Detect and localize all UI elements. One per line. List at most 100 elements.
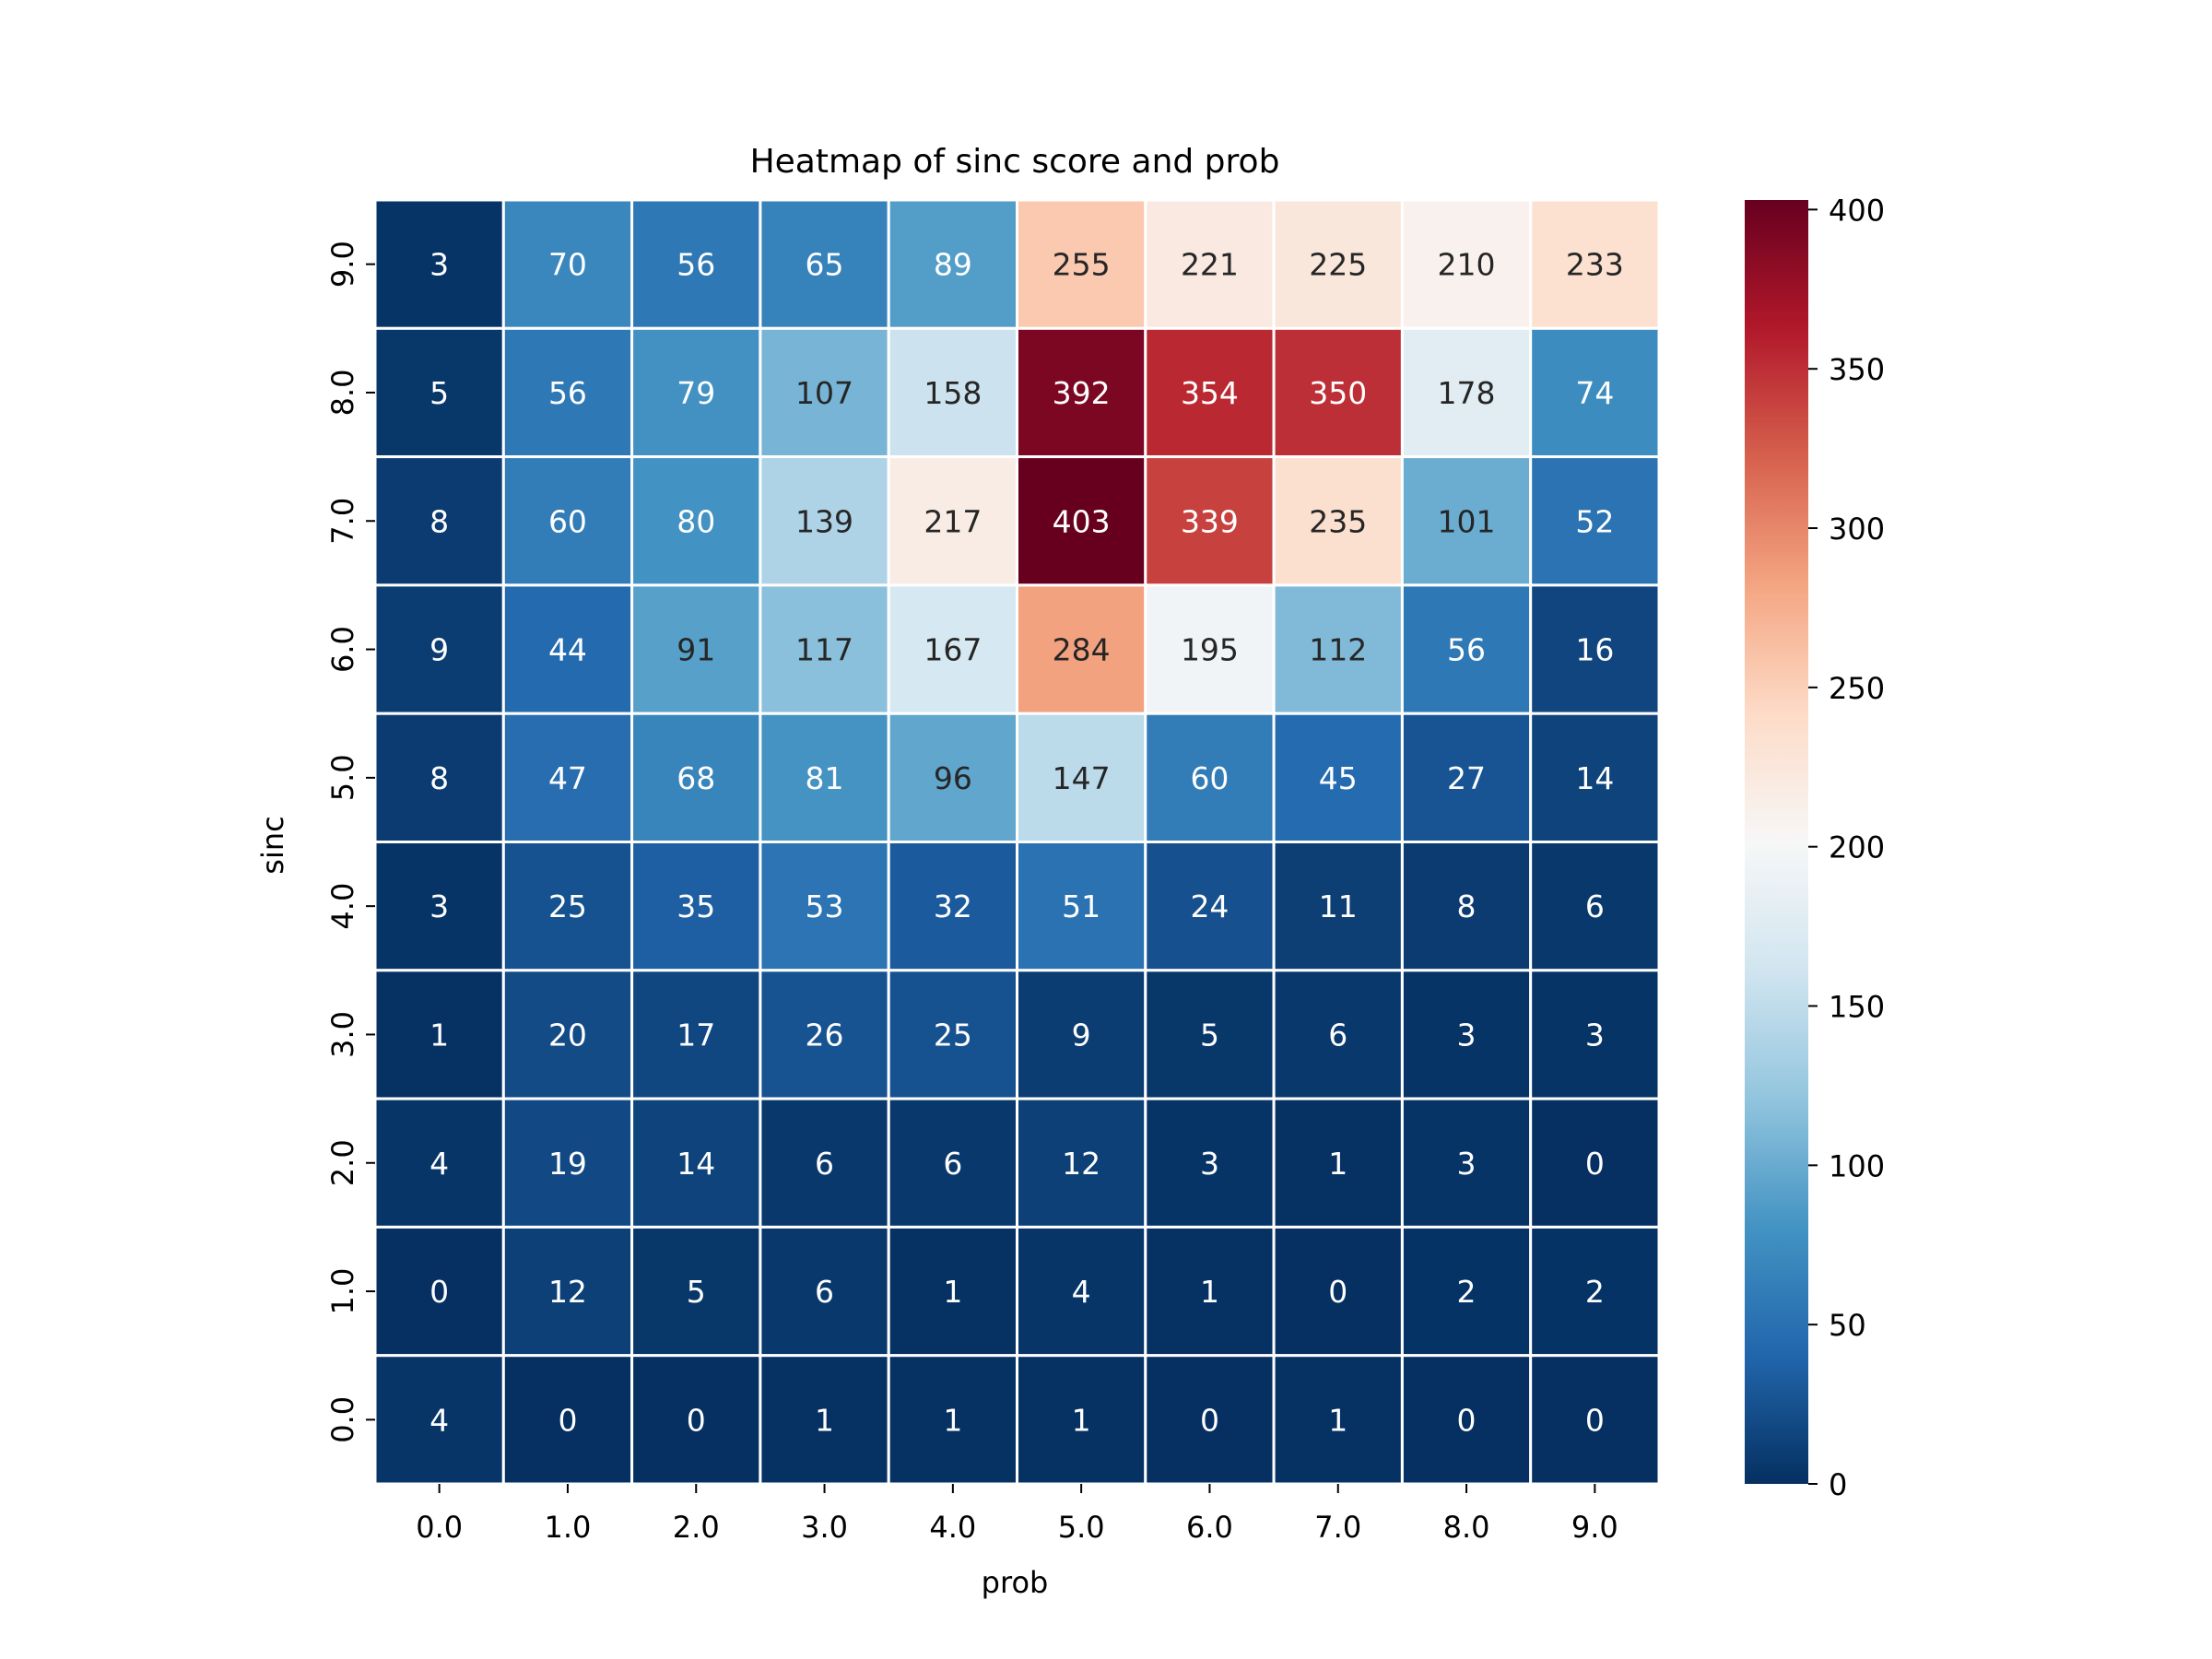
y-tick-label: 3.0 [325, 1011, 360, 1058]
cell-value-label: 5 [687, 1274, 706, 1310]
x-axis: 0.0 1.0 2.0 3.0 4.0 5.0 6.0 7.0 8.0 9.0 [416, 1484, 1618, 1545]
heatmap-cell [1400, 583, 1533, 715]
cell-value-label: 45 [1319, 760, 1358, 796]
cell-value-label: 51 [1062, 888, 1100, 924]
colorbar: 0 50 100 150 200 250 300 350 400 [1745, 193, 1885, 1502]
y-tick-label: 1.0 [325, 1268, 360, 1315]
cell-value-label: 44 [548, 632, 587, 668]
cell-value-label: 0 [1457, 1402, 1477, 1438]
cell-value-label: 3 [429, 888, 449, 924]
heatmap-cell [630, 841, 762, 972]
cell-value-label: 74 [1575, 375, 1614, 411]
cell-value-label: 392 [1053, 375, 1111, 411]
cell-value-label: 89 [934, 247, 972, 283]
cell-value-label: 8 [429, 503, 449, 539]
heatmap-cell [373, 1354, 505, 1486]
cell-value-label: 195 [1181, 632, 1239, 668]
cell-value-label: 117 [795, 632, 853, 668]
cell-value-label: 255 [1053, 247, 1111, 283]
y-tick-label: 4.0 [325, 883, 360, 930]
heatmap-cell [1529, 1225, 1661, 1358]
heatmap-cell [759, 841, 890, 972]
cell-value-label: 0 [687, 1402, 706, 1438]
cell-value-label: 96 [934, 760, 972, 796]
heatmap-cell [759, 326, 890, 459]
cell-value-label: 233 [1566, 247, 1624, 283]
heatmap-cell [1016, 841, 1147, 972]
y-axis: 9.0 8.0 7.0 6.0 5.0 4.0 3.0 2.0 1.0 0.0 [325, 241, 375, 1443]
heatmap-cell [1529, 712, 1661, 844]
heatmap-cell [1016, 583, 1147, 715]
cell-value-label: 5 [1200, 1017, 1219, 1053]
cell-value-label: 12 [548, 1274, 587, 1310]
heatmap-cell [1144, 712, 1276, 844]
y-tick-label: 8.0 [325, 370, 360, 417]
heatmap-cell [501, 1225, 634, 1358]
x-tick-label: 8.0 [1443, 1510, 1490, 1545]
cell-value-label: 403 [1053, 503, 1111, 539]
cell-value-label: 1 [815, 1402, 834, 1438]
heatmap-cell [1529, 1097, 1661, 1229]
cell-value-label: 4 [429, 1146, 449, 1182]
cell-value-label: 147 [1053, 760, 1111, 796]
cell-value-label: 6 [1585, 888, 1605, 924]
y-tick-label: 2.0 [325, 1139, 360, 1186]
colorbar-gradient [1745, 200, 1808, 1484]
cell-value-label: 235 [1309, 503, 1367, 539]
cell-value-label: 24 [1190, 888, 1229, 924]
cell-value-label: 1 [943, 1274, 962, 1310]
heatmap-cell [373, 198, 505, 330]
cell-value-label: 3 [1457, 1146, 1477, 1182]
heatmap-cell [1400, 841, 1533, 972]
cell-value-label: 1 [943, 1402, 962, 1438]
cell-value-label: 167 [924, 632, 982, 668]
heatmap-cell [501, 712, 634, 844]
heatmap-cell [1529, 326, 1661, 459]
colorbar-tick-label: 200 [1829, 830, 1885, 865]
cell-value-label: 16 [1575, 632, 1614, 668]
heatmap-cell [501, 326, 634, 459]
cell-value-label: 1 [1200, 1274, 1219, 1310]
cell-value-label: 225 [1309, 247, 1367, 283]
cell-value-label: 5 [429, 375, 449, 411]
y-axis-label: sinc [255, 816, 290, 874]
cell-value-label: 91 [677, 632, 715, 668]
heatmap-cell [1529, 583, 1661, 715]
cell-value-label: 107 [795, 375, 853, 411]
chart-title: Heatmap of sinc score and prob [750, 143, 1280, 181]
y-tick-label: 7.0 [325, 498, 360, 545]
cell-value-label: 2 [1457, 1274, 1477, 1310]
cell-value-label: 1 [1328, 1402, 1347, 1438]
x-tick-label: 5.0 [1058, 1510, 1105, 1545]
cell-value-label: 0 [429, 1274, 449, 1310]
cell-value-label: 47 [548, 760, 587, 796]
heatmap-cell [1016, 1354, 1147, 1486]
heatmap-cell [1144, 583, 1276, 715]
heatmap-cell [501, 198, 634, 330]
cell-value-label: 12 [1062, 1146, 1100, 1182]
cell-value-label: 354 [1181, 375, 1239, 411]
cell-value-label: 3 [1457, 1017, 1477, 1053]
cell-value-label: 221 [1181, 247, 1239, 283]
cell-value-label: 4 [429, 1402, 449, 1438]
cell-value-label: 81 [806, 760, 844, 796]
heatmap-cell [887, 1225, 1019, 1358]
heatmap-cell [630, 1225, 762, 1358]
cell-value-label: 0 [558, 1402, 577, 1438]
heatmap-cell [1144, 326, 1276, 459]
cell-value-label: 1 [1328, 1146, 1347, 1182]
cell-value-label: 0 [1585, 1146, 1605, 1182]
cell-value-label: 56 [548, 375, 587, 411]
cell-value-label: 65 [806, 247, 844, 283]
colorbar-tick-label: 50 [1829, 1308, 1866, 1343]
cell-value-label: 14 [1575, 760, 1614, 796]
x-tick-label: 2.0 [673, 1510, 720, 1545]
heatmap-cell [501, 455, 634, 587]
cell-value-label: 6 [943, 1146, 962, 1182]
heatmap-cell [1400, 326, 1533, 459]
heatmap-cell [1144, 1097, 1276, 1229]
heatmap-cell [1272, 969, 1404, 1100]
heatmap-cell [373, 969, 505, 1100]
cell-value-label: 20 [548, 1017, 587, 1053]
cell-value-label: 1 [1072, 1402, 1091, 1438]
